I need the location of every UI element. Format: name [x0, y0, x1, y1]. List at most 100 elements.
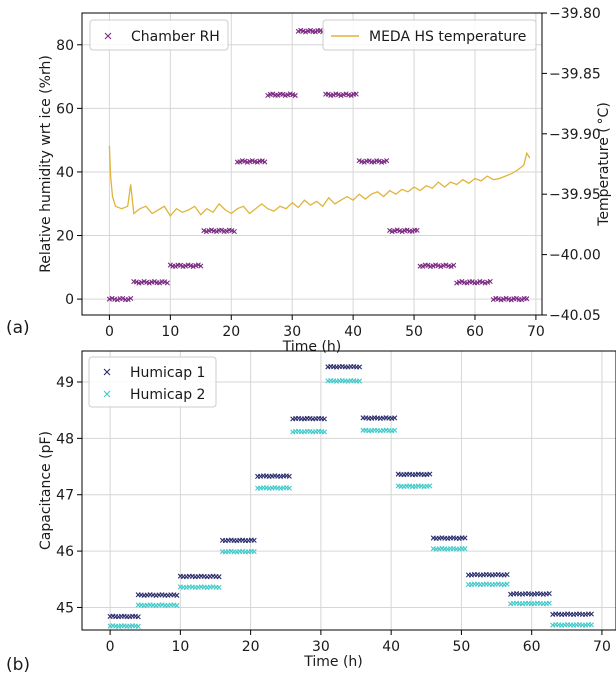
chart-a-point	[164, 280, 170, 286]
chart-a-point	[464, 280, 470, 286]
chart-a-legend-box	[322, 19, 537, 51]
chart-b-y-tick-label: 46	[56, 544, 74, 560]
chart-a-step	[356, 158, 390, 165]
chart-a-point	[114, 297, 121, 303]
chart-b-frame	[81, 350, 616, 631]
chart-a-y2-tick-label: −39.80	[549, 6, 601, 22]
chart-b-y-tick-label: 49	[56, 375, 74, 391]
chart-b-step	[255, 473, 292, 480]
chart-a-y2-axis-label: Temperature ( °C)	[596, 102, 612, 227]
chart-a-point	[125, 297, 131, 303]
chart-a-y-ticks: 0 20 40 60 80	[56, 38, 82, 308]
chart-a-step	[201, 227, 237, 235]
chart-a-panel-label: (a)	[6, 318, 30, 338]
chart-b-point	[356, 364, 363, 370]
chart-b-point	[251, 537, 257, 543]
chart-b-point	[135, 623, 141, 629]
chart-a-point	[490, 296, 496, 303]
chart-b-panel-label: (b)	[6, 655, 30, 675]
chart-a-x-tick-label: 70	[527, 324, 545, 340]
chart-b-series-1	[107, 363, 594, 620]
chart-a-point	[524, 296, 530, 302]
chart-b-step	[430, 535, 468, 542]
chart-b-step	[360, 427, 398, 434]
chart-a-point	[474, 280, 480, 286]
chart-b-y-ticks: 45 46 47 48 49	[56, 375, 82, 616]
chart-a-x-tick-label: 40	[344, 324, 362, 340]
chart-a-y-tick-label: 40	[56, 165, 74, 181]
chart-b-point	[546, 591, 552, 597]
chart-a-x-axis-label: Time (h)	[282, 339, 342, 355]
chart-a-x-tick-label: 50	[405, 324, 423, 340]
chart-b-point	[427, 471, 433, 477]
chart-a-y-tick-label: 80	[56, 38, 74, 54]
chart-a-x-tick-label: 60	[466, 324, 484, 340]
chart-b-point	[427, 483, 433, 489]
chart-a-point	[120, 295, 126, 302]
chart-a-legend-marker	[104, 32, 112, 40]
chart-b-legend-label: Humicap 2	[130, 387, 205, 403]
chart-b-point	[504, 581, 510, 587]
chart-a-point	[414, 227, 420, 233]
chart-b-y-tick-label: 45	[56, 600, 74, 616]
chart-a-y2-tick-label: −39.95	[549, 187, 601, 203]
chart-b-step	[107, 613, 141, 620]
chart-b-step	[508, 600, 552, 607]
chart-b-point	[216, 574, 222, 580]
chart-b-point	[321, 429, 327, 435]
chart-b-legend-box	[88, 356, 217, 408]
chart-b-point	[462, 535, 468, 541]
chart-b-step	[177, 573, 222, 580]
chart-b-step	[290, 428, 327, 435]
chart-a-point	[487, 278, 493, 285]
chart-b-point	[321, 416, 327, 422]
chart-b-x-axis-label: Time (h)	[303, 654, 363, 670]
chart-b-legend: Humicap 1 Humicap 2	[88, 356, 217, 408]
chart-b-y-tick-label: 48	[56, 431, 74, 447]
chart-a-legend-label: Chamber RH	[131, 29, 220, 45]
chart-b-point	[462, 546, 468, 552]
chart-a-step	[323, 91, 359, 99]
chart-a-point	[128, 295, 134, 302]
chart-b-point	[392, 427, 398, 433]
chart-a-x-tick-label: 20	[222, 324, 240, 340]
chart-a-point	[451, 262, 457, 268]
chart-b-step	[219, 537, 257, 544]
chart-a-y2-tick-label: −40.05	[549, 308, 601, 324]
chart-b-step	[550, 611, 594, 618]
chart-a-x-ticks: 0 10 20 30 40 50 60 70	[105, 315, 545, 340]
chart-b-point	[588, 611, 594, 617]
chart-b: 0 10 20 30 40 50 60 70 45 46 47 48 49 Time (h) Capacit…	[6, 350, 616, 675]
chart-a-point	[162, 279, 168, 285]
chart-a-legend-temp: MEDA HS temperature	[322, 19, 537, 51]
chart-a-point	[513, 295, 520, 302]
chart-b-step	[465, 581, 510, 588]
chart-b-step	[177, 584, 222, 591]
chart-b-point	[286, 485, 292, 491]
chart-a-y-tick-label: 20	[56, 229, 74, 245]
chart-a-step	[265, 91, 298, 99]
chart-b-point	[392, 415, 398, 421]
chart-a-step	[234, 158, 268, 165]
chart-a-x-tick-label: 0	[105, 324, 114, 340]
chart-b-x-tick-label: 10	[171, 639, 189, 655]
chart-a-series-2	[108, 145, 531, 217]
chart-a-legend-rh: Chamber RH	[89, 19, 229, 51]
chart-b-step	[395, 471, 433, 478]
chart-b-step	[107, 623, 141, 629]
chart-a-y2-tick-label: −39.85	[549, 66, 601, 82]
chart-b-step	[219, 548, 257, 555]
chart-b-series-2	[107, 377, 594, 629]
chart-b-step	[508, 591, 552, 597]
chart-a-point	[353, 91, 359, 97]
chart-a-step	[106, 295, 134, 303]
chart-a-y-axis-label: Relative humidity wrt ice (%rh)	[38, 55, 54, 273]
chart-b-point	[174, 592, 180, 598]
chart-b-x-tick-label: 50	[453, 639, 471, 655]
chart-a-point	[172, 263, 179, 269]
chart-a-x-tick-label: 30	[283, 324, 301, 340]
chart-a-series-1	[106, 27, 530, 303]
chart-b-legend-label: Humicap 1	[130, 365, 205, 381]
chart-b-point	[286, 473, 292, 479]
chart-b-x-tick-label: 70	[593, 639, 611, 655]
